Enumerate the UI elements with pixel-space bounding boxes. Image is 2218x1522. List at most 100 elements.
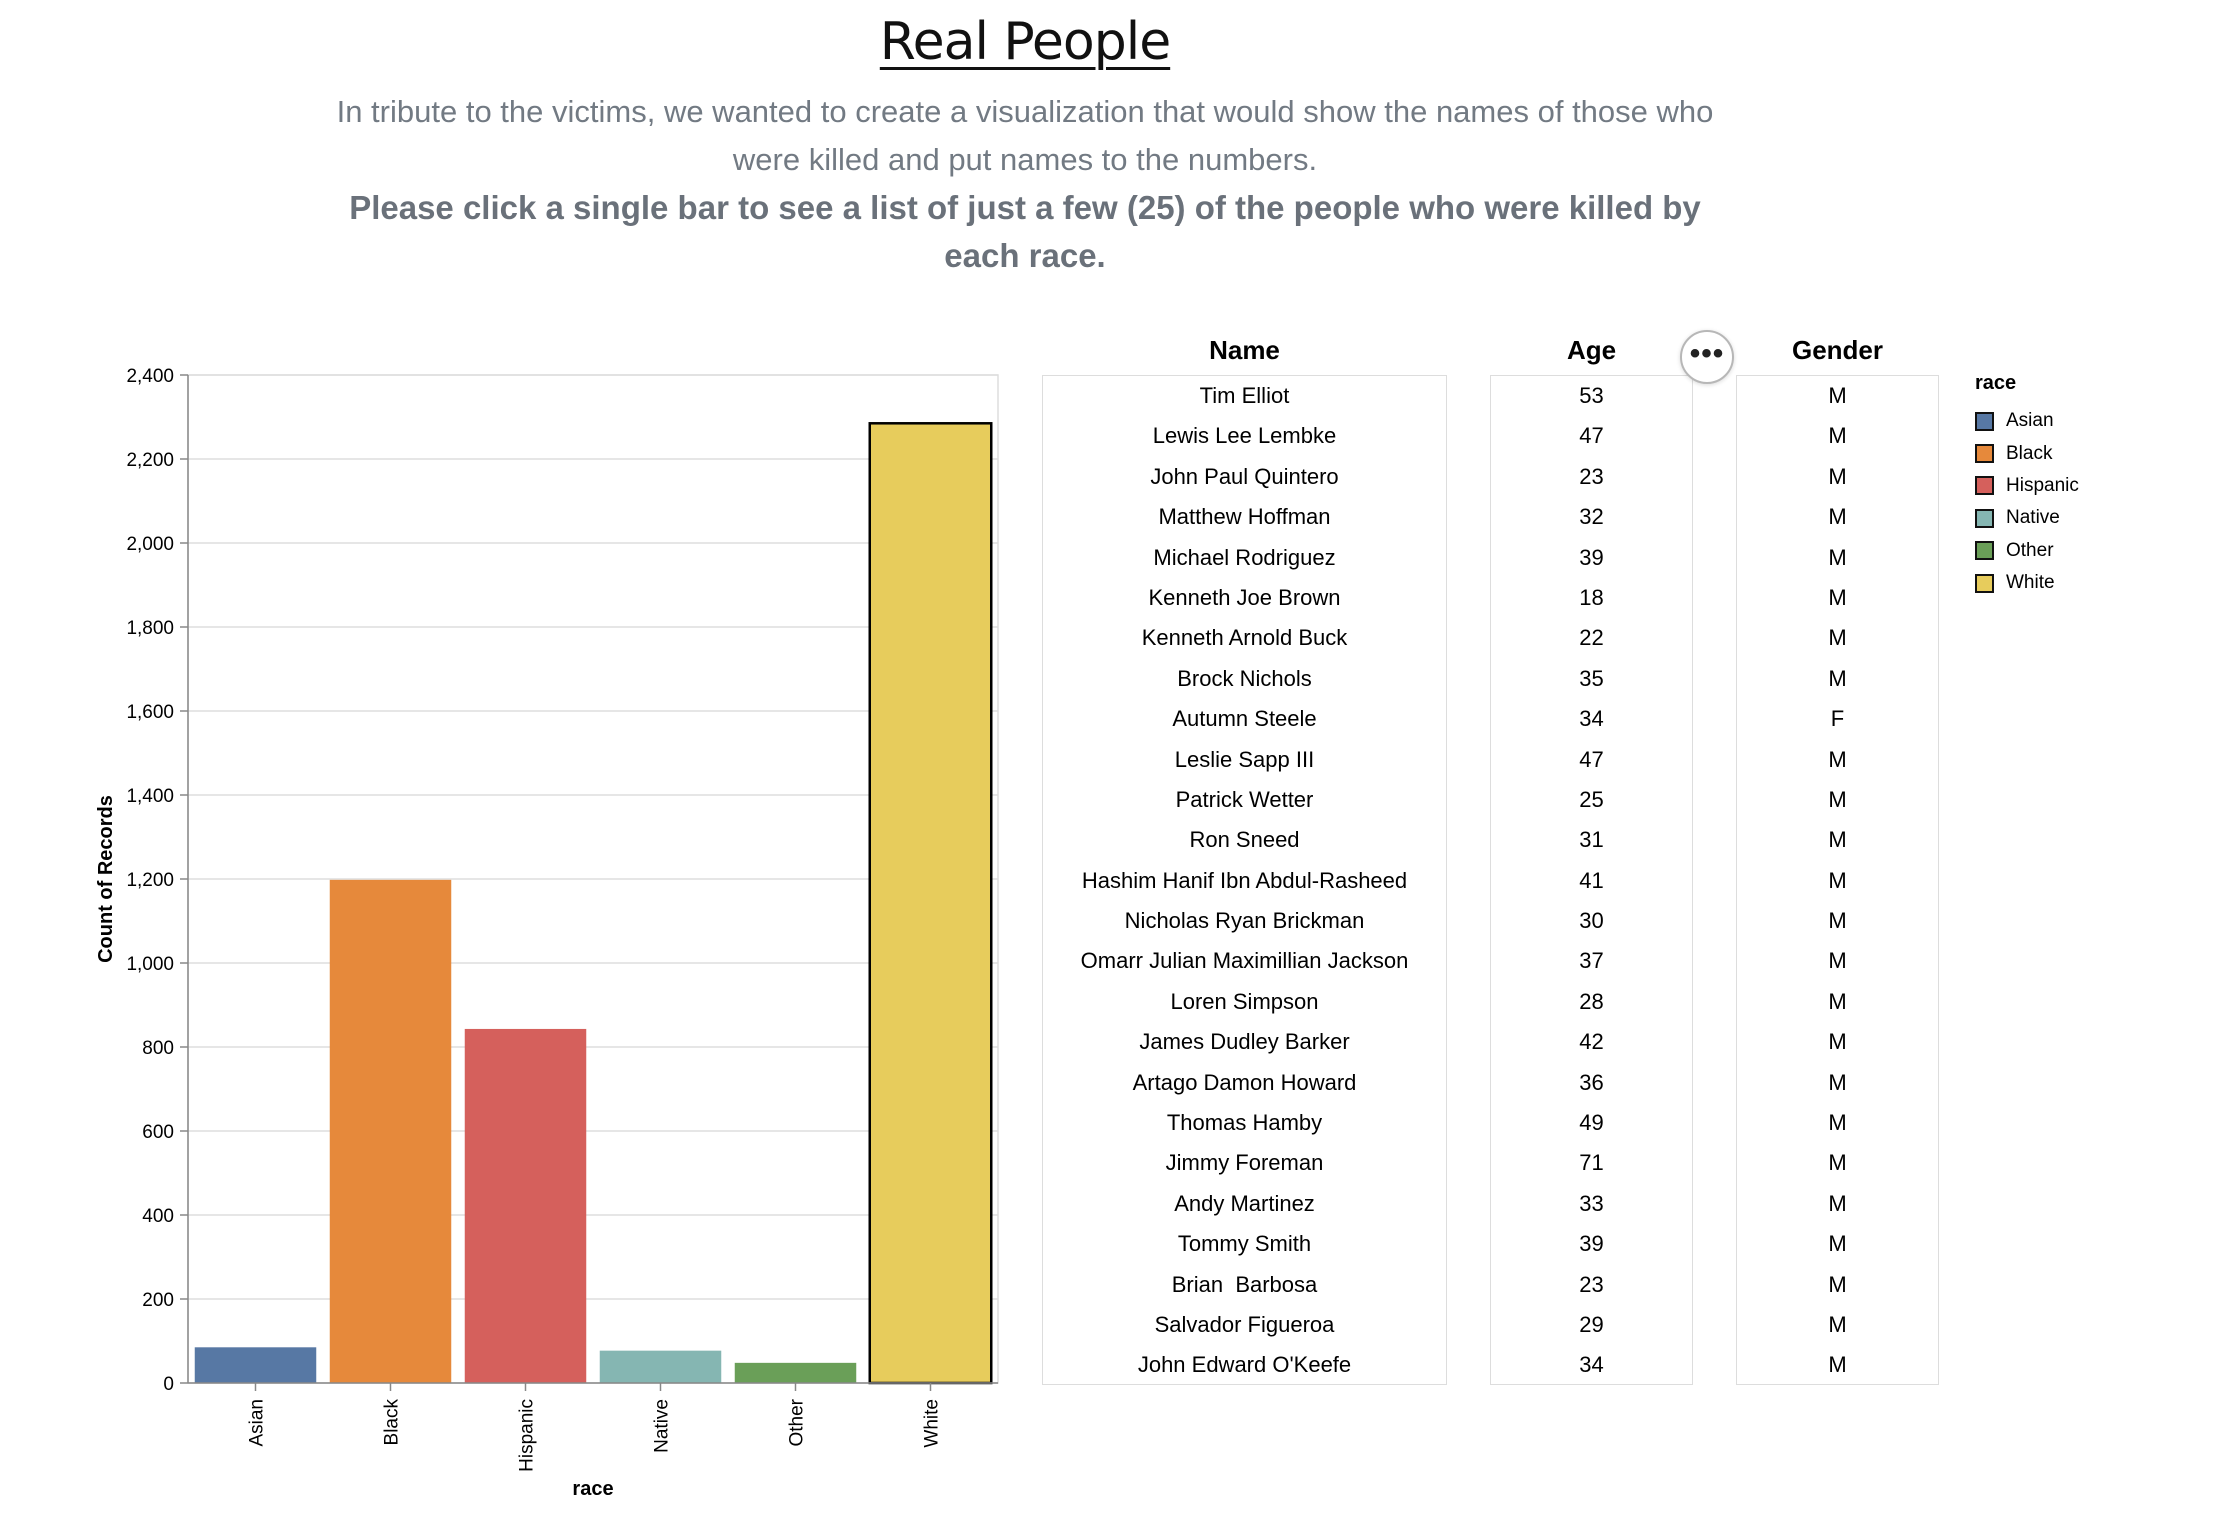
- legend-label: White: [2006, 572, 2055, 594]
- x-tick-label: Hispanic: [517, 1399, 538, 1472]
- page-title: Real People: [879, 12, 1171, 72]
- legend-item-black[interactable]: Black: [1975, 437, 2079, 469]
- page-instructions: Please click a single bar to see a list …: [349, 189, 1701, 274]
- bar-other[interactable]: [734, 1362, 857, 1383]
- x-tick-label: Other: [787, 1398, 808, 1446]
- age-cell: 35: [1579, 665, 1604, 691]
- age-cell: 34: [1579, 1352, 1604, 1378]
- name-cell: Michael Rodriguez: [1153, 544, 1336, 570]
- y-tick-label: 1,400: [126, 786, 174, 807]
- y-tick-label: 1,200: [126, 870, 174, 891]
- gender-cell: M: [1828, 867, 1847, 893]
- x-tick-label: White: [922, 1399, 943, 1448]
- name-cell: Leslie Sapp III: [1174, 746, 1315, 772]
- y-tick-label: 1,000: [126, 954, 174, 975]
- chart-bars[interactable]: [194, 422, 993, 1385]
- x-tick-label: Asian: [247, 1399, 268, 1447]
- age-cell: 33: [1579, 1190, 1604, 1216]
- name-column: Name Tim Elliot Lewis Lee Lembke John Paul…: [1042, 330, 1447, 1385]
- name-cell: Omarr Julian Maximillian Jackson: [1080, 948, 1409, 974]
- chart-grid: [187, 374, 999, 1384]
- name-cell: Loren Simpson: [1170, 988, 1319, 1014]
- gender-cell: M: [1828, 908, 1847, 934]
- gender-cell: M: [1828, 1069, 1847, 1095]
- bar-native[interactable]: [599, 1350, 722, 1383]
- page-subtitle: In tribute to the victims, we wanted to …: [336, 94, 1714, 177]
- gender-cell: M: [1828, 1352, 1847, 1378]
- bar-chart[interactable]: 0 200 400 600 800 1,000 1,200 1,400 1,600 1,800 2,…: [0, 330, 1020, 1520]
- legend-item-other[interactable]: Other: [1975, 535, 2079, 567]
- gender-cell: M: [1828, 625, 1847, 651]
- y-tick-label: 600: [142, 1122, 174, 1143]
- y-axis-title: Count of Records: [95, 795, 117, 963]
- legend-item-white[interactable]: White: [1975, 567, 2079, 599]
- name-cell: Autumn Steele: [1172, 706, 1317, 732]
- gender-cell: M: [1828, 1190, 1847, 1216]
- age-cell: 23: [1579, 463, 1604, 489]
- age-cell: 71: [1579, 1150, 1604, 1176]
- y-tick-label: 1,600: [126, 702, 174, 723]
- gender-cell: M: [1828, 1150, 1847, 1176]
- name-cell: Artago Damon Howard: [1132, 1069, 1357, 1095]
- age-cell: 36: [1579, 1069, 1604, 1095]
- age-cell: 47: [1579, 746, 1604, 772]
- legend-label: Hispanic: [2006, 474, 2079, 496]
- y-tick-label: 400: [142, 1206, 174, 1227]
- age-cell: 39: [1579, 544, 1604, 570]
- bar-asian[interactable]: [194, 1347, 317, 1383]
- age-cell: 49: [1579, 1110, 1604, 1136]
- name-cell: Nicholas Ryan Brickman: [1124, 908, 1365, 934]
- ellipsis-icon: •••: [1689, 337, 1725, 370]
- gender-cell: M: [1828, 383, 1847, 408]
- gender-cell: M: [1828, 988, 1847, 1014]
- age-cell: 25: [1579, 786, 1604, 812]
- age-cell: 32: [1579, 504, 1604, 530]
- legend-item-hispanic[interactable]: Hispanic: [1975, 470, 2079, 502]
- age-cell: 42: [1579, 1029, 1604, 1055]
- gender-cell: M: [1828, 423, 1847, 449]
- name-cell: Hashim Hanif Ibn Abdul-Rasheed: [1081, 867, 1408, 893]
- legend-swatch: [1975, 573, 1994, 593]
- header: Real People In tribute to the victims, w…: [0, 0, 2050, 280]
- age-cell: 31: [1579, 827, 1604, 853]
- legend-item-native[interactable]: Native: [1975, 502, 2079, 534]
- age-column: Age 53 47 23 32 39 18 22 35 34 47 25 31 41 30 37 28 42 36…: [1490, 330, 1693, 1385]
- age-cell: 22: [1579, 625, 1604, 651]
- legend-title: race: [1975, 372, 2017, 394]
- legend: race Asian Black Hispanic Native Other White: [1975, 372, 2079, 599]
- legend-swatch: [1975, 508, 1994, 528]
- age-cell: 37: [1579, 948, 1604, 974]
- name-cell: Thomas Hamby: [1166, 1110, 1323, 1136]
- chart-axes: 0 200 400 600 800 1,000 1,200 1,400 1,600 1,800 2,…: [126, 366, 998, 1472]
- age-cell: 39: [1579, 1231, 1604, 1257]
- bar-white[interactable]: [868, 422, 993, 1385]
- age-cell: 30: [1579, 908, 1604, 934]
- age-cell: 53: [1579, 383, 1604, 408]
- legend-label: Other: [2006, 539, 2054, 561]
- gender-cell: M: [1828, 584, 1847, 610]
- age-cell: 29: [1579, 1311, 1604, 1337]
- gender-cell: M: [1828, 1231, 1847, 1257]
- legend-swatch: [1975, 411, 1994, 431]
- gender-cell: M: [1828, 1110, 1847, 1136]
- y-tick-label: 2,200: [126, 450, 174, 471]
- name-cell: Brian Barbosa: [1171, 1271, 1318, 1297]
- bar-black[interactable]: [329, 879, 452, 1383]
- age-cell: 47: [1579, 423, 1604, 449]
- name-cell: James Dudley Barker: [1139, 1029, 1350, 1055]
- name-cell: John Edward O'Keefe: [1137, 1352, 1352, 1378]
- actions-menu-button[interactable]: •••: [1680, 330, 1734, 384]
- bar-hispanic[interactable]: [464, 1028, 587, 1383]
- gender-cell: M: [1828, 463, 1847, 489]
- name-column-header: Name: [1209, 335, 1280, 365]
- gender-cell: M: [1828, 1311, 1847, 1337]
- name-cell: Kenneth Joe Brown: [1148, 584, 1341, 610]
- legend-items: Asian Black Hispanic Native Other White: [1975, 405, 2079, 599]
- gender-cell: M: [1828, 665, 1847, 691]
- name-cell: Tommy Smith: [1177, 1231, 1312, 1257]
- age-column-header: Age: [1566, 335, 1617, 365]
- legend-item-asian[interactable]: Asian: [1975, 405, 2079, 437]
- gender-cell: M: [1828, 827, 1847, 853]
- age-cell: 28: [1579, 988, 1604, 1014]
